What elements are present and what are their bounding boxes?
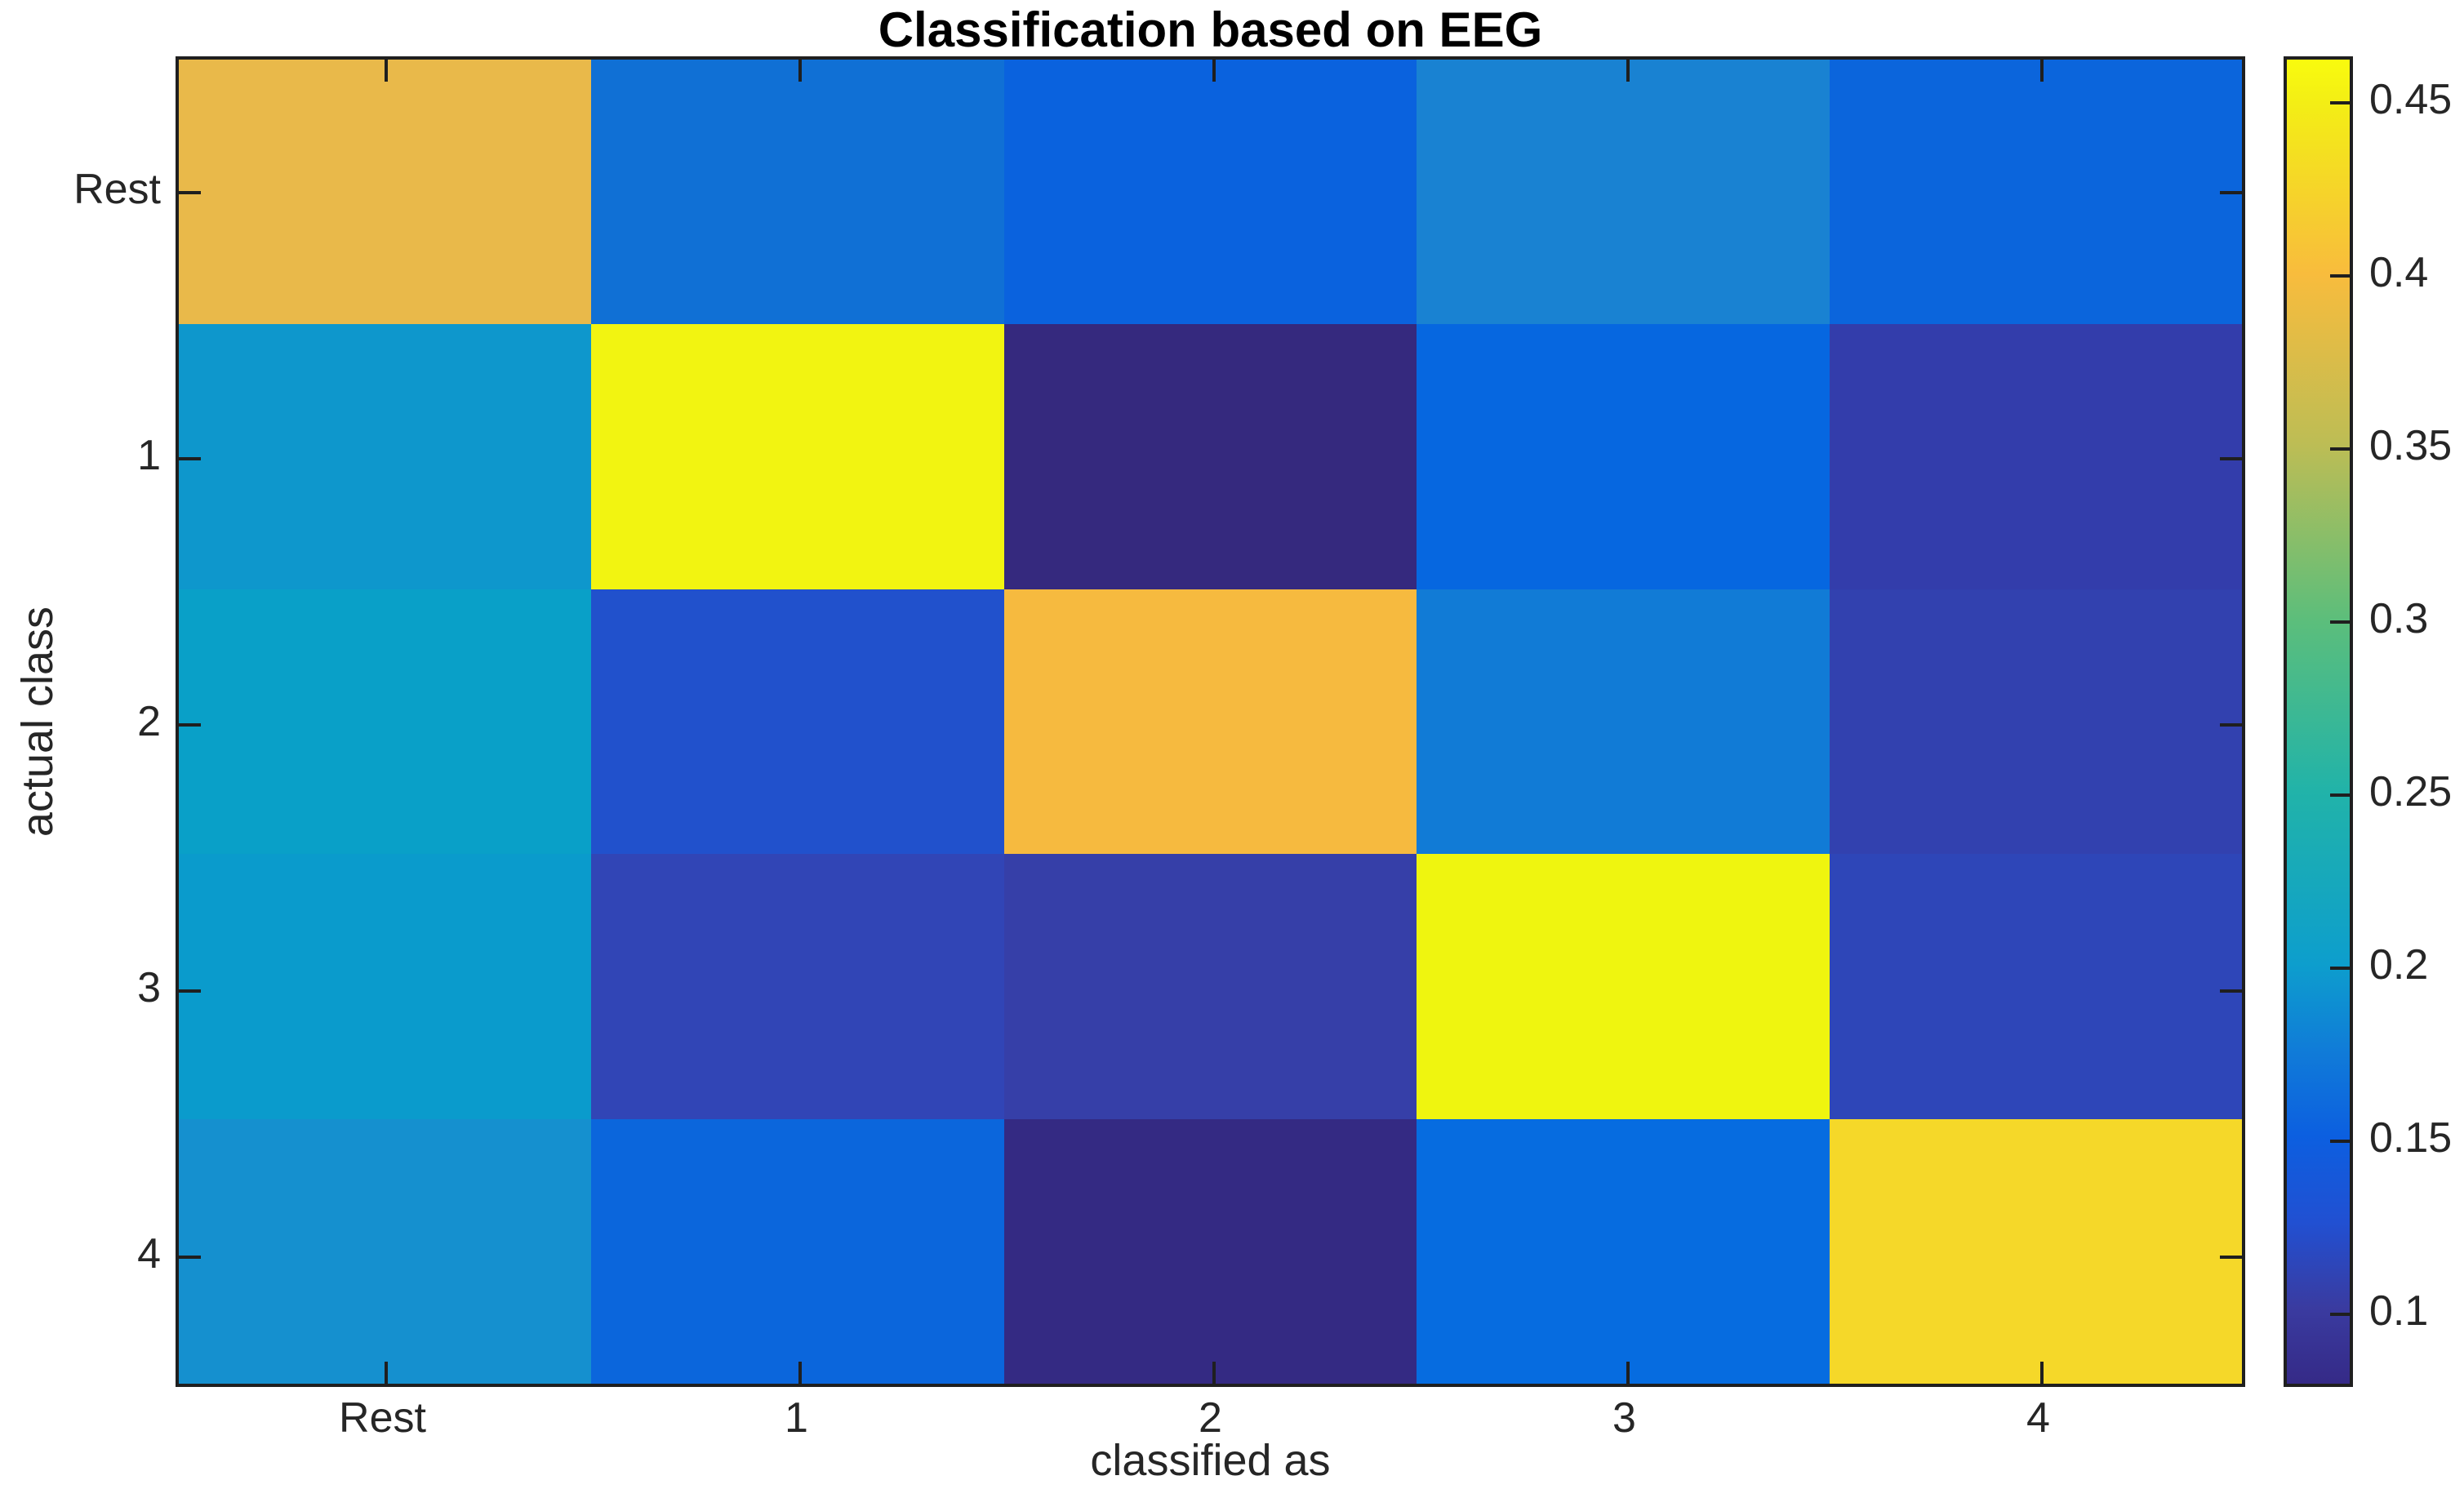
heatmap-cell	[1003, 324, 1417, 589]
axis-tick	[179, 723, 201, 727]
heatmap-cell	[1829, 60, 2242, 325]
heatmap-cell	[179, 1118, 592, 1384]
heatmap-cell	[1003, 60, 1417, 325]
colorbar-tick	[2330, 793, 2350, 797]
axis-tick	[179, 989, 201, 993]
colorbar-tick-labels: 0.45 0.4 0.35 0.3 0.25 0.2 0.15 0.1	[2369, 56, 2464, 1387]
colorbar-tick-label: 0.45	[2369, 75, 2453, 123]
colorbar-tick-label: 0.15	[2369, 1113, 2453, 1162]
colorbar-gradient	[2287, 60, 2350, 1384]
y-tick-label: 3	[137, 964, 161, 1011]
heatmap-cell	[179, 324, 592, 589]
heatmap-cell	[591, 1118, 1004, 1384]
axis-tick	[384, 1362, 388, 1384]
heatmap-cell	[1829, 324, 2242, 589]
x-tick-label: 3	[1612, 1394, 1636, 1442]
axis-tick	[2220, 723, 2242, 727]
axis-tick	[1626, 1362, 1630, 1384]
axis-tick	[798, 1362, 802, 1384]
axis-tick	[2220, 1256, 2242, 1259]
colorbar-tick	[2330, 966, 2350, 970]
colorbar-tick	[2330, 100, 2350, 104]
heatmap-cell	[1003, 589, 1417, 855]
axis-tick	[1212, 1362, 1216, 1384]
heatmap-cell	[591, 324, 1004, 589]
y-tick-label: 4	[137, 1230, 161, 1278]
heatmap-grid	[179, 60, 2242, 1384]
heatmap-plot	[176, 56, 2245, 1387]
colorbar	[2284, 56, 2353, 1387]
colorbar-tick	[2330, 1312, 2350, 1316]
colorbar-tick	[2330, 1139, 2350, 1143]
heatmap-cell	[179, 589, 592, 855]
colorbar-tick	[2330, 447, 2350, 451]
y-tick-labels: Rest 1 2 3 4	[0, 0, 161, 1489]
heatmap-cell	[1417, 854, 1830, 1119]
axis-tick	[1212, 60, 1216, 82]
y-tick-label: 1	[137, 432, 161, 479]
heatmap-cell	[1417, 324, 1830, 589]
heatmap-cell	[1417, 589, 1830, 855]
x-axis-label: classified as	[1090, 1436, 1331, 1485]
axis-tick	[179, 191, 201, 194]
axis-tick	[2220, 989, 2242, 993]
axis-tick	[179, 457, 201, 460]
heatmap-cell	[591, 60, 1004, 325]
axis-tick	[1626, 60, 1630, 82]
heatmap-cell	[179, 60, 592, 325]
heatmap-cell	[1003, 854, 1417, 1119]
heatmap-cell	[1829, 854, 2242, 1119]
x-tick-label: Rest	[339, 1394, 426, 1442]
colorbar-tick-label: 0.1	[2369, 1287, 2429, 1335]
axis-tick	[2220, 191, 2242, 194]
colorbar-tick-label: 0.2	[2369, 940, 2429, 989]
colorbar-tick	[2330, 620, 2350, 624]
heatmap-cell	[591, 854, 1004, 1119]
heatmap-cell	[591, 589, 1004, 855]
axis-tick	[2220, 457, 2242, 460]
colorbar-tick-label: 0.35	[2369, 421, 2453, 469]
heatmap-cell	[179, 854, 592, 1119]
colorbar-tick-label: 0.4	[2369, 248, 2429, 296]
chart-title: Classification based on EEG	[878, 2, 1543, 57]
heatmap-cell	[1417, 60, 1830, 325]
colorbar-tick-label: 0.3	[2369, 594, 2429, 642]
y-tick-label: Rest	[73, 166, 161, 213]
axis-tick	[2039, 60, 2044, 82]
axis-tick	[2039, 1362, 2044, 1384]
colorbar-tick-label: 0.25	[2369, 767, 2453, 816]
heatmap-cell	[1003, 1118, 1417, 1384]
axis-tick	[384, 60, 388, 82]
heatmap-cell	[1829, 1118, 2242, 1384]
heatmap-cell	[1417, 1118, 1830, 1384]
x-tick-label: 4	[2026, 1394, 2050, 1442]
axis-tick	[179, 1256, 201, 1259]
colorbar-tick	[2330, 273, 2350, 278]
heatmap-cell	[1829, 589, 2242, 855]
x-tick-label: 1	[785, 1394, 808, 1442]
axis-tick	[798, 60, 802, 82]
y-tick-label: 2	[137, 698, 161, 745]
x-tick-label: 2	[1199, 1394, 1222, 1442]
